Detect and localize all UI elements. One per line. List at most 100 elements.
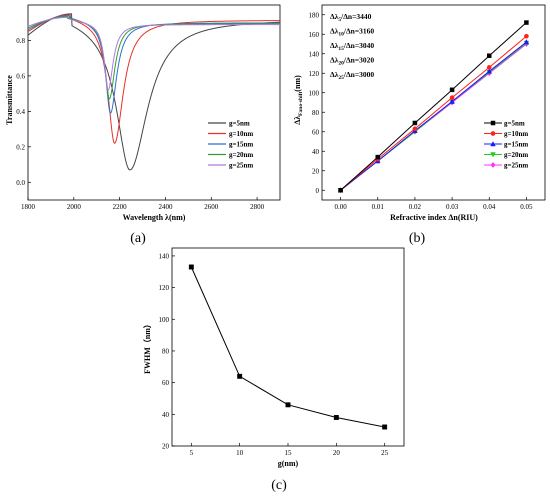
panel-c-x-tick-label: 15 [285,449,293,457]
panel-b-sensitivity-annotation: Δλ20/Δn=3020 [330,56,374,67]
panel-b-legend-label: g=5nm [504,120,525,128]
panel-b-point-g=15nm [486,68,493,74]
panel-a-legend-label: g=15nm [229,141,253,149]
panel-c-x-tick-label: 5 [190,449,194,457]
panel-c-lines [188,264,388,430]
panel-a-legend-label: g=5nm [229,120,250,128]
panel-a-y-tick-label: 0.6 [16,72,25,80]
panel-a-curve-g=10nm [27,14,281,144]
panel-a-y-tick-label: 0.0 [16,179,25,187]
panel-c-y-tick-label: 80 [162,347,170,355]
panel-b-legend-marker [490,120,496,126]
panel-b-sensitivity-annotation: Δλ25/Δn=3000 [330,70,374,81]
panel-c-fwhm-point [188,264,194,270]
panel-b-point-g=5nm [375,154,380,160]
panel-b-line-g=10nm [340,35,527,191]
panel-b-x-tick-label: 0.04 [483,203,496,211]
panel-a-x-tick-label: 1800 [21,203,36,211]
panel-b-legend-marker [490,131,496,136]
panel-c-caption: (c) [271,478,287,493]
panel-c-y-tick-label: 120 [159,284,170,292]
panel-a-x-tick-label: 2800 [250,203,265,211]
panel-b-point-g=5nm [524,20,529,25]
panel-a-transmittance-chart: 1800 2000 2200 2400 2600 2800 0.0 0.2 0.4 0.6 0.8… [5,4,281,246]
panel-a-y-axis-label: Transmittance [5,75,14,125]
panel-b-y-tick-label: 160 [309,31,320,39]
panel-b-point-g=5nm [449,87,455,93]
panel-a-x-tick-label: 2200 [113,203,128,211]
panel-b-x-tick-label: 0.05 [520,203,533,211]
panel-c-fwhm-point [237,373,243,379]
panel-b-line-g=5nm [340,22,527,191]
panel-c-y-ticks: 20 40 60 80 100 120 140 [159,252,175,451]
panel-b-point-g=15nm [449,98,455,104]
panel-b-legend-label: g=15nm [504,141,528,149]
panel-a-x-ticks: 1800 2000 2200 2400 2600 2800 [21,197,265,211]
panel-b-line-g=15nm [340,41,527,191]
panel-a-x-tick-label: 2000 [67,203,82,211]
panel-b-x-tick-label: 0.03 [446,203,459,211]
panel-b-plot-frame [321,4,546,201]
panel-b-legend: g=5nm g=10nm g=15nm g=20nm g=25nm [484,120,528,170]
panel-b-point-g=5nm [338,188,343,193]
panel-b-y-tick-label: 180 [309,11,320,19]
panel-a-x-axis-label: Wavelength λ(nm) [123,213,186,222]
panel-b-x-ticks: 0.00 0.01 0.02 0.03 0.04 0.05 [334,197,533,211]
panel-c-x-tick-label: 20 [333,449,341,457]
panel-c-fwhm-point [333,415,339,420]
panel-b-legend-label: g=10nm [504,130,528,138]
panel-a-caption: (a) [130,231,146,246]
panel-b-legend-label: g=20nm [504,151,528,159]
panel-c-y-tick-label: 60 [162,379,170,387]
panel-b-y-axis-label: ΔλFano-shift(nm) [293,75,304,125]
panel-a-curves [27,13,281,171]
panel-b-x-tick-label: 0.01 [372,203,385,211]
panel-a-y-ticks: 0.0 0.2 0.4 0.6 0.8 [16,37,31,187]
panel-b-legend-marker [490,141,496,147]
panel-b-lines [337,20,530,194]
panel-b-sensitivity-annotation: Δλ10/Δn=3160 [330,27,374,38]
panel-a-legend-label: g=20nm [229,151,253,159]
panel-c-plot-frame [171,247,405,447]
panel-b-point-g=5nm [412,120,418,126]
panel-a-x-tick-label: 2600 [204,203,219,211]
panel-b-x-tick-label: 0.00 [334,203,347,211]
panel-c-fwhm-chart: 5 10 15 20 25 20 40 60 80 100 120 140 g(nm) FWHM（n… [142,247,405,493]
panel-c-y-tick-label: 20 [162,443,170,451]
panel-b-legend-marker [490,162,496,168]
panel-c-x-ticks: 5 10 15 20 25 [190,443,389,457]
panel-b-y-tick-label: 40 [312,148,320,156]
panel-b-legend-marker [490,152,496,158]
panel-a-y-tick-label: 0.2 [16,143,25,151]
panel-c-fwhm-point [285,402,291,408]
panel-c-x-axis-label: g(nm) [278,459,299,468]
panel-b-annotations: Δλ5/Δn=3440 Δλ10/Δn=3160 Δλ15/Δn=3040 Δλ20/… [330,12,374,81]
panel-a-y-tick-label: 0.8 [16,37,25,45]
panel-b-x-tick-label: 0.02 [409,203,422,211]
panel-c-y-tick-label: 140 [159,252,170,260]
panel-c-x-tick-label: 25 [381,449,389,457]
panel-b-legend-label: g=25nm [504,162,528,170]
panel-c-x-tick-label: 10 [236,449,244,457]
panel-b-y-tick-label: 80 [312,109,320,117]
panel-c-y-tick-label: 40 [162,411,170,419]
panel-a-legend-label: g=10nm [229,130,253,138]
panel-a-legend: g=5nm g=10nm g=15nm g=20nm g=25nm [208,120,253,170]
panel-c-y-tick-label: 100 [159,316,170,324]
panel-b-point-g=10nm [524,33,529,39]
panel-b-point-g=15nm [523,39,530,45]
panel-a-curve-g=15nm [27,15,280,114]
panel-c-y-axis-label: FWHM（nm） [142,320,152,374]
panel-a-legend-label: g=25nm [229,162,253,170]
panel-b-caption: (b) [409,231,426,246]
panel-b-shift-chart: 0.00 0.01 0.02 0.03 0.04 0.05 0 20 40 60 80 100 120… [293,4,546,246]
panel-b-point-g=10nm [486,65,492,70]
panel-a-curve-g=25nm [27,16,280,91]
panel-b-y-ticks: 0 20 40 60 80 100 120 140 160 180 [309,11,325,195]
panel-a-x-tick-label: 2400 [158,203,173,211]
panel-b-y-tick-label: 20 [312,167,320,175]
panel-c-fwhm-point [382,424,388,430]
panel-b-point-g=10nm [412,126,418,132]
panel-b-point-g=5nm [487,53,492,58]
